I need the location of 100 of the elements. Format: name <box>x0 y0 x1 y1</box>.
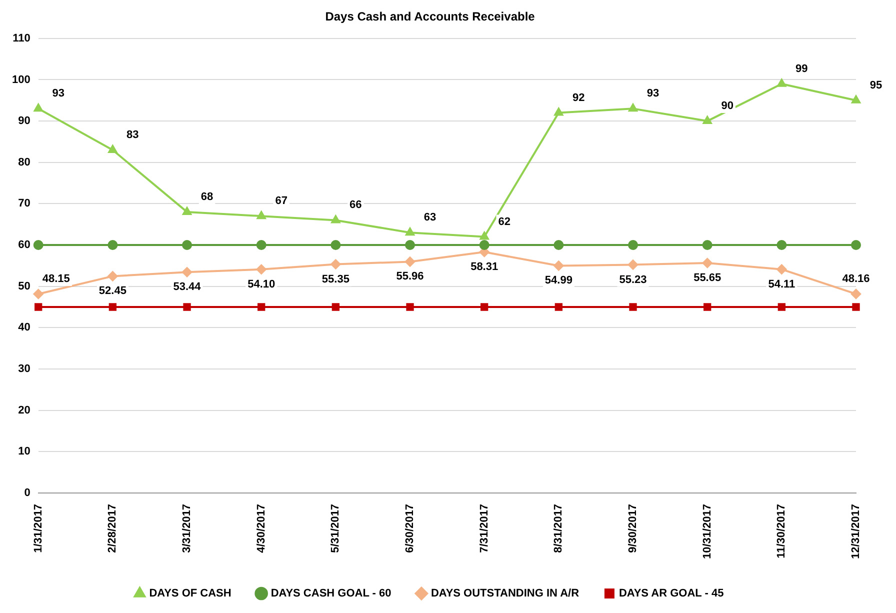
data-label: 83 <box>126 129 139 141</box>
data-label: 55.65 <box>694 272 722 284</box>
data-label: 90 <box>721 100 734 112</box>
point <box>332 303 340 311</box>
point <box>182 267 192 278</box>
y-tick-label: 80 <box>18 156 30 168</box>
point <box>852 303 860 311</box>
data-label: 62 <box>498 216 510 228</box>
point <box>258 303 266 311</box>
point <box>108 240 118 250</box>
data-label: 54.10 <box>248 278 276 290</box>
point <box>405 256 416 267</box>
point <box>256 264 266 274</box>
point <box>776 264 787 274</box>
data-label: 67 <box>275 195 288 208</box>
point <box>628 104 638 112</box>
point <box>330 240 341 250</box>
x-tick-label: 11/30/2017 <box>776 504 788 558</box>
point <box>331 215 340 224</box>
data-label: 48.16 <box>842 272 870 285</box>
data-label: 55.96 <box>396 270 424 283</box>
point <box>330 259 341 270</box>
point <box>777 78 786 87</box>
y-tick-label: 110 <box>12 32 30 44</box>
point <box>480 232 489 240</box>
point <box>406 303 414 311</box>
legend-label: DAYS OUTSTANDING IN A/R <box>430 588 580 600</box>
x-tick-label: 6/30/2017 <box>404 504 416 553</box>
data-label: 48.15 <box>42 273 70 286</box>
data-label: 93 <box>52 88 64 100</box>
point <box>406 228 414 236</box>
data-label: 58.31 <box>470 261 498 274</box>
chart-title: Days Cash and Accounts Receivable <box>325 10 536 24</box>
point <box>702 258 712 268</box>
point <box>256 240 266 250</box>
y-tick-label: 40 <box>18 322 30 334</box>
data-label: 55.23 <box>619 274 647 286</box>
point <box>108 303 117 311</box>
point <box>778 303 786 311</box>
point <box>480 303 488 311</box>
data-label: 53.44 <box>173 281 202 294</box>
point <box>554 240 564 250</box>
point <box>628 240 638 250</box>
x-tick-label: 12/31/2017 <box>850 504 862 560</box>
point <box>33 240 44 250</box>
y-tick-label: 90 <box>18 115 30 128</box>
y-tick-label: 30 <box>18 363 30 376</box>
point <box>182 240 192 250</box>
x-tick-label: 8/31/2017 <box>552 504 565 553</box>
x-tick-label: 5/31/2017 <box>330 504 342 553</box>
point <box>629 303 637 311</box>
point <box>851 240 861 250</box>
point <box>34 303 42 311</box>
point <box>256 211 266 220</box>
x-tick-label: 2/28/2017 <box>106 504 119 553</box>
point <box>851 288 861 299</box>
y-tick-label: 70 <box>18 198 30 210</box>
y-tick-label: 100 <box>12 74 30 86</box>
legend-label: DAYS CASH GOAL - 60 <box>270 588 392 600</box>
point <box>554 108 564 116</box>
y-tick-label: 0 <box>24 486 30 499</box>
point <box>702 240 712 250</box>
data-label: 63 <box>424 212 436 224</box>
point <box>183 303 191 311</box>
data-label: 68 <box>200 190 214 203</box>
y-tick-label: 10 <box>18 446 30 458</box>
legend-label: DAYS OF CASH <box>149 588 232 600</box>
data-label: 93 <box>646 88 660 100</box>
data-label: 99 <box>796 62 808 75</box>
x-tick-label: 4/30/2017 <box>255 504 268 553</box>
point <box>704 303 712 311</box>
point <box>554 260 564 271</box>
data-label: 52.45 <box>98 285 126 298</box>
x-tick-label: 1/31/2017 <box>32 504 44 553</box>
data-label: 92 <box>572 92 585 104</box>
x-tick-label: 9/30/2017 <box>627 504 640 553</box>
data-label: 54.11 <box>768 278 796 290</box>
data-label: 54.99 <box>544 274 572 287</box>
point <box>479 240 490 250</box>
point <box>108 144 118 153</box>
point <box>33 288 44 299</box>
y-tick-label: 20 <box>18 404 30 416</box>
data-label: 66 <box>350 199 362 212</box>
point <box>852 95 860 104</box>
y-tick-label: 60 <box>18 239 30 252</box>
data-label: 55.35 <box>322 273 350 286</box>
point <box>776 240 787 250</box>
point <box>182 206 192 215</box>
point <box>108 271 118 282</box>
data-label: 95 <box>870 79 882 92</box>
y-tick-label: 50 <box>18 280 30 292</box>
legend-label: DAYS AR GOAL - 45 <box>618 588 724 600</box>
point <box>702 116 712 124</box>
x-tick-label: 7/31/2017 <box>478 504 490 553</box>
point <box>554 303 563 311</box>
x-tick-label: 10/31/2017 <box>701 504 714 560</box>
point <box>405 240 416 250</box>
point <box>34 104 43 112</box>
x-tick-label: 3/31/2017 <box>181 504 194 553</box>
point <box>628 260 638 270</box>
